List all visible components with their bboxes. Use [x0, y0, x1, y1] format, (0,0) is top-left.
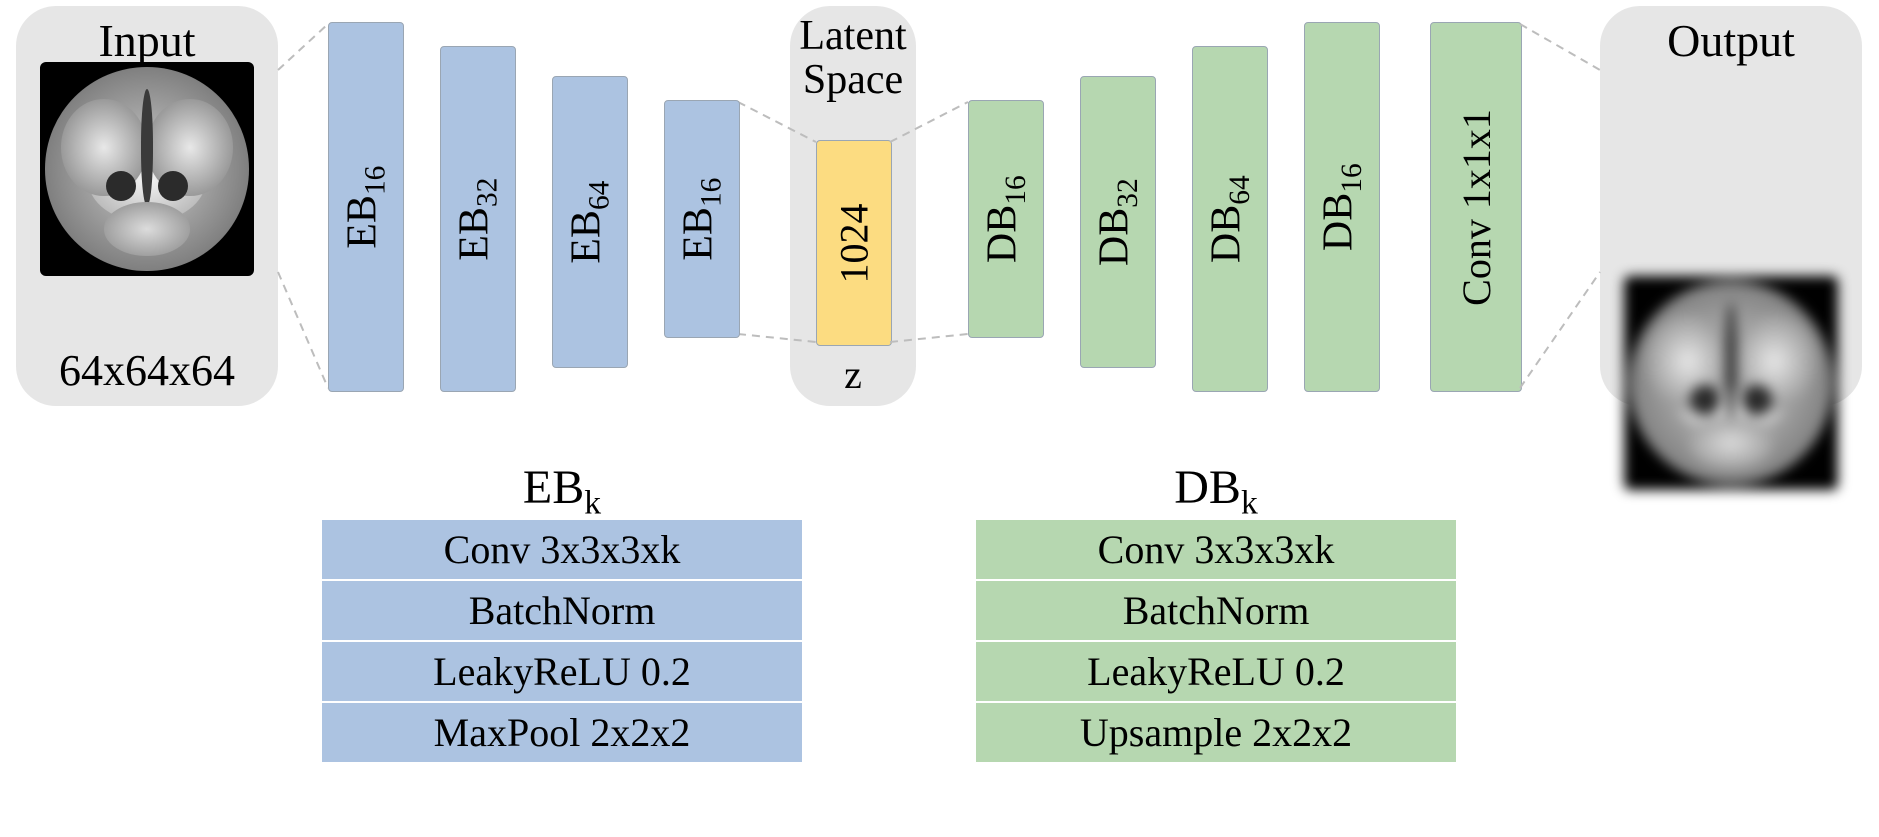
final-conv-label: Conv 1x1x1 [1453, 109, 1500, 306]
encoder-bar-EB32: EB32 [440, 46, 516, 392]
encoder-bar-EB64: EB64 [552, 76, 628, 368]
table-row: Conv 3x3x3xk [322, 519, 802, 580]
eb-title-name: EB [523, 461, 584, 514]
latent-value: 1024 [831, 203, 878, 283]
table-row: LeakyReLU 0.2 [322, 641, 802, 702]
eb-table: Conv 3x3x3xkBatchNormLeakyReLU 0.2MaxPoo… [322, 518, 802, 764]
input-brain-image [40, 62, 254, 276]
table-row: LeakyReLU 0.2 [976, 641, 1456, 702]
latent-bar: 1024 [816, 140, 892, 346]
latent-title-line1: Latent [799, 13, 906, 59]
db-title-sub: k [1241, 485, 1258, 522]
final-conv-bar: Conv 1x1x1 [1430, 22, 1522, 392]
input-dims: 64x64x64 [16, 345, 278, 396]
decoder-bar-DB64: DB64 [1192, 46, 1268, 392]
encoder-bar-EB16: EB16 [328, 22, 404, 392]
table-row: MaxPool 2x2x2 [322, 702, 802, 763]
latent-title-line2: Space [803, 57, 903, 103]
input-title: Input [16, 14, 278, 67]
table-row: BatchNorm [322, 580, 802, 641]
decoder-bar-DB32: DB32 [1080, 76, 1156, 368]
decoder-bar-DB16: DB16 [968, 100, 1044, 338]
decoder-bar-DB16: DB16 [1304, 22, 1380, 392]
db-title-name: DB [1174, 461, 1241, 514]
connector-lines [0, 0, 1879, 420]
db-table: Conv 3x3x3xkBatchNormLeakyReLU 0.2Upsamp… [976, 518, 1456, 764]
latent-title: Latent Space [790, 14, 916, 102]
eb-table-title: EBk [322, 460, 802, 523]
table-row: Conv 3x3x3xk [976, 519, 1456, 580]
encoder-bar-EB16: EB16 [664, 100, 740, 338]
table-row: BatchNorm [976, 580, 1456, 641]
output-title: Output [1600, 14, 1862, 67]
output-brain-image [1624, 276, 1838, 490]
table-row: Upsample 2x2x2 [976, 702, 1456, 763]
diagram-root: Input 64x64x64 Latent Space z 1024 Conv … [0, 0, 1879, 837]
eb-title-sub: k [584, 485, 601, 522]
latent-z: z [790, 351, 916, 398]
db-table-title: DBk [976, 460, 1456, 523]
